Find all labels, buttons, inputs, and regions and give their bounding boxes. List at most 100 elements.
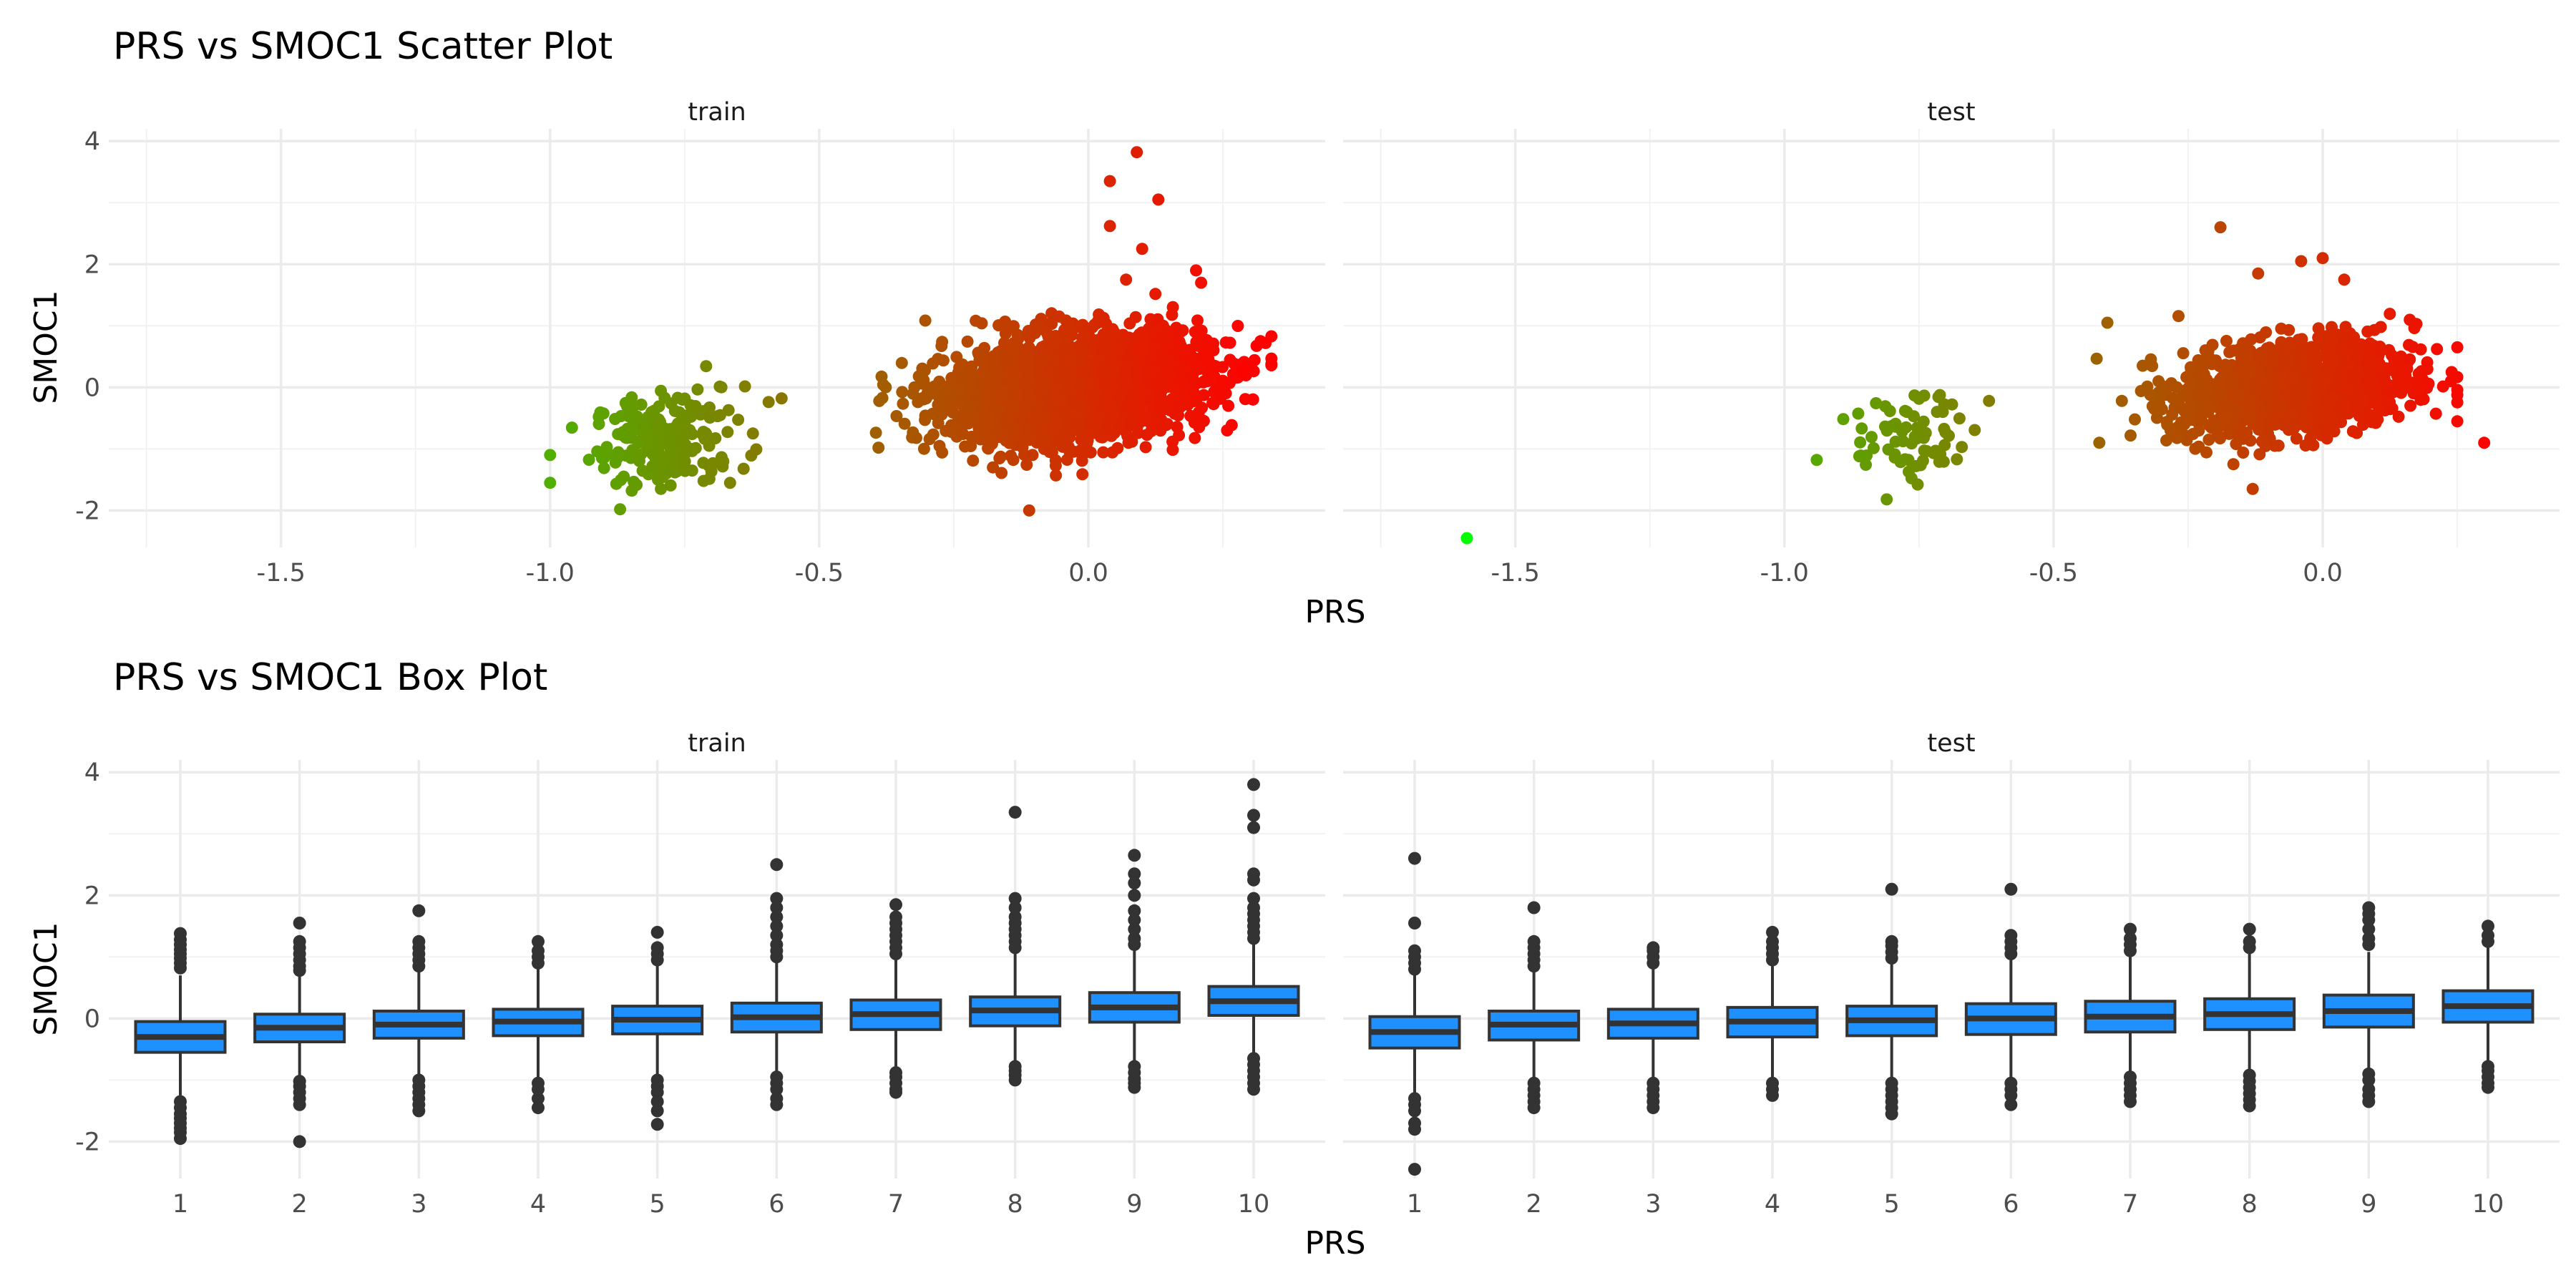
- scatter-point: [2195, 414, 2208, 427]
- scatter-point: [962, 414, 975, 426]
- scatter-y-axis-title: SMOC1: [28, 290, 64, 404]
- scatter-point: [655, 462, 668, 474]
- scatter-point: [655, 482, 668, 495]
- scatter-point: [1057, 429, 1070, 442]
- scatter-point: [2386, 386, 2399, 399]
- scatter-point: [678, 464, 691, 477]
- scatter-point: [1002, 394, 1015, 407]
- box-panel-train: train -2 0 2 4 1 2 3 4 5 6 7 8 9 10: [75, 729, 1325, 1219]
- scatter-point: [1221, 424, 1234, 436]
- scatter-x-tick-label: -1.0: [526, 559, 575, 587]
- scatter-point: [1000, 418, 1013, 431]
- scatter-point: [618, 470, 630, 483]
- scatter-point: [1040, 434, 1052, 447]
- scatter-point: [1911, 421, 1923, 434]
- scatter-point: [1030, 406, 1043, 419]
- box-outlier: [2362, 1073, 2376, 1087]
- scatter-point: [2294, 348, 2307, 361]
- scatter-point: [671, 391, 684, 404]
- scatter-point: [1246, 393, 1259, 406]
- box-outlier: [1247, 778, 1260, 791]
- scatter-point: [1168, 345, 1181, 358]
- scatter-point: [2373, 341, 2386, 353]
- scatter-point: [1265, 358, 1278, 371]
- scatter-point: [2227, 405, 2240, 418]
- scatter-point: [2451, 384, 2464, 396]
- box-strip-train: train: [688, 729, 746, 758]
- scatter-point: [896, 386, 909, 399]
- box-y-tick-label: -2: [75, 1128, 100, 1156]
- box-outlier: [1766, 925, 1779, 939]
- scatter-point: [1206, 396, 1219, 409]
- box-x-tick-label: 3: [1645, 1190, 1661, 1219]
- scatter-point: [1045, 394, 1058, 407]
- scatter-point: [2346, 336, 2358, 349]
- scatter-point: [1005, 339, 1018, 352]
- box-x-tick-label: 8: [1008, 1190, 1023, 1219]
- scatter-point: [1151, 322, 1163, 335]
- scatter-point: [2093, 436, 2106, 449]
- box-train-1: [134, 927, 227, 1146]
- scatter-point: [1908, 389, 1921, 402]
- scatter-point: [987, 461, 1000, 474]
- box-outlier: [2243, 922, 2256, 936]
- scatter-point: [1173, 429, 1186, 441]
- box-outlier: [770, 919, 784, 933]
- scatter-point: [940, 382, 952, 395]
- scatter-point: [2124, 429, 2137, 442]
- box-outlier: [532, 935, 545, 948]
- scatter-point: [2199, 344, 2212, 357]
- scatter-point: [1918, 389, 1931, 402]
- scatter-point: [1062, 320, 1075, 333]
- scatter-point: [2406, 341, 2419, 353]
- scatter-point: [2219, 398, 2232, 411]
- scatter-point: [2298, 416, 2311, 429]
- scatter-point: [1101, 419, 1113, 432]
- scatter-point: [1943, 429, 1955, 442]
- scatter-point: [2135, 385, 2147, 397]
- scatter-point: [1214, 380, 1227, 393]
- scatter-point: [2351, 351, 2363, 364]
- box-x-tick-label: 1: [1407, 1190, 1423, 1219]
- scatter-point: [947, 406, 960, 419]
- scatter-point: [1138, 411, 1151, 424]
- scatter-point: [1101, 372, 1113, 385]
- scatter-point: [919, 314, 932, 327]
- scatter-point: [2436, 380, 2449, 393]
- box-y-tick-label: 0: [84, 1005, 100, 1033]
- scatter-point: [1933, 389, 1946, 401]
- scatter-point: [935, 408, 948, 421]
- scatter-point: [654, 415, 666, 428]
- scatter-point: [1938, 439, 1951, 452]
- box-train-9: [1088, 849, 1181, 1094]
- box-outlier: [1527, 1101, 1541, 1115]
- scatter-point: [1108, 364, 1121, 376]
- scatter-point: [1123, 419, 1136, 432]
- box-outlier: [1008, 910, 1022, 924]
- scatter-point: [2384, 396, 2396, 409]
- scatter-point: [1136, 243, 1148, 255]
- scatter-point: [703, 411, 716, 424]
- scatter-point: [668, 466, 681, 479]
- box-outlier: [770, 1098, 784, 1111]
- box-train-8: [969, 806, 1062, 1087]
- scatter-point: [944, 396, 957, 409]
- scatter-point: [648, 404, 660, 417]
- scatter-point: [2244, 434, 2257, 447]
- scatter-point: [1938, 398, 1951, 411]
- scatter-point: [592, 418, 605, 430]
- scatter-point: [1189, 431, 1201, 444]
- scatter-point: [898, 417, 911, 430]
- scatter-point: [1190, 336, 1203, 348]
- scatter-point: [1035, 357, 1048, 369]
- box-outlier: [2004, 1098, 2018, 1111]
- scatter-point: [2245, 401, 2258, 414]
- scatter-point: [2255, 346, 2268, 359]
- scatter-point: [616, 429, 629, 441]
- scatter-point: [2338, 273, 2351, 286]
- scatter-point: [2146, 400, 2159, 413]
- scatter-point: [597, 462, 610, 474]
- scatter-point: [1069, 416, 1082, 429]
- box-outlier: [1247, 901, 1260, 914]
